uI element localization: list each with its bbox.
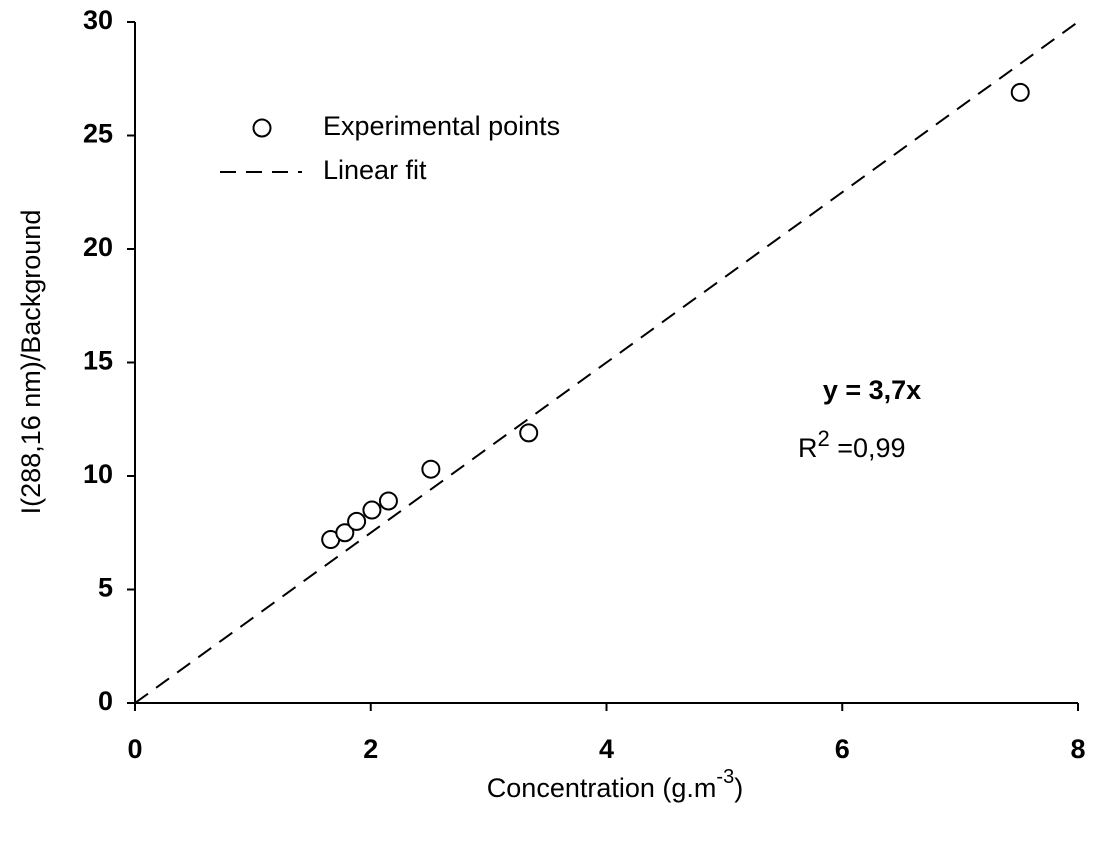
- annotation-text: R: [798, 433, 818, 463]
- legend-label: Experimental points: [323, 111, 560, 141]
- y-tick-label: 25: [83, 119, 113, 149]
- data-point: [1010, 82, 1030, 102]
- x-axis-label: Concentration (g.m-3): [487, 766, 743, 803]
- y-axis-label: I(288,16 nm)/Background: [16, 210, 46, 515]
- x-label-main: Concentration (g.m: [487, 773, 717, 803]
- y-tick-label: 20: [83, 232, 113, 262]
- data-point: [378, 491, 398, 511]
- y-tick-label: 30: [83, 5, 113, 35]
- x-tick-label: 0: [127, 734, 142, 764]
- annotation: R2 =0,99: [798, 426, 906, 463]
- fit-line: [134, 21, 1079, 704]
- x-tick-label: 4: [599, 734, 614, 764]
- x-tick-label: 8: [1070, 734, 1085, 764]
- annotation: y = 3,7x: [823, 375, 921, 405]
- legend-symbol: [252, 118, 272, 138]
- y-tick-label: 10: [83, 459, 113, 489]
- data-point: [347, 511, 367, 531]
- y-tick-label: 5: [98, 573, 113, 603]
- y-tick-label: 0: [98, 686, 113, 716]
- x-tick-label: 2: [363, 734, 378, 764]
- data-point: [421, 459, 441, 479]
- legend-label: Linear fit: [323, 155, 427, 185]
- x-tick-label: 6: [835, 734, 850, 764]
- data-point: [362, 500, 382, 520]
- x-label-sup: -3: [716, 766, 734, 788]
- annotation-text: y = 3,7x: [823, 375, 921, 405]
- x-label-end: ): [734, 773, 743, 803]
- data-point: [519, 423, 539, 443]
- y-tick-label: 15: [83, 346, 113, 376]
- annotation-text: =0,99: [830, 433, 906, 463]
- data-point: [335, 523, 355, 543]
- annotation-sup: 2: [818, 426, 830, 451]
